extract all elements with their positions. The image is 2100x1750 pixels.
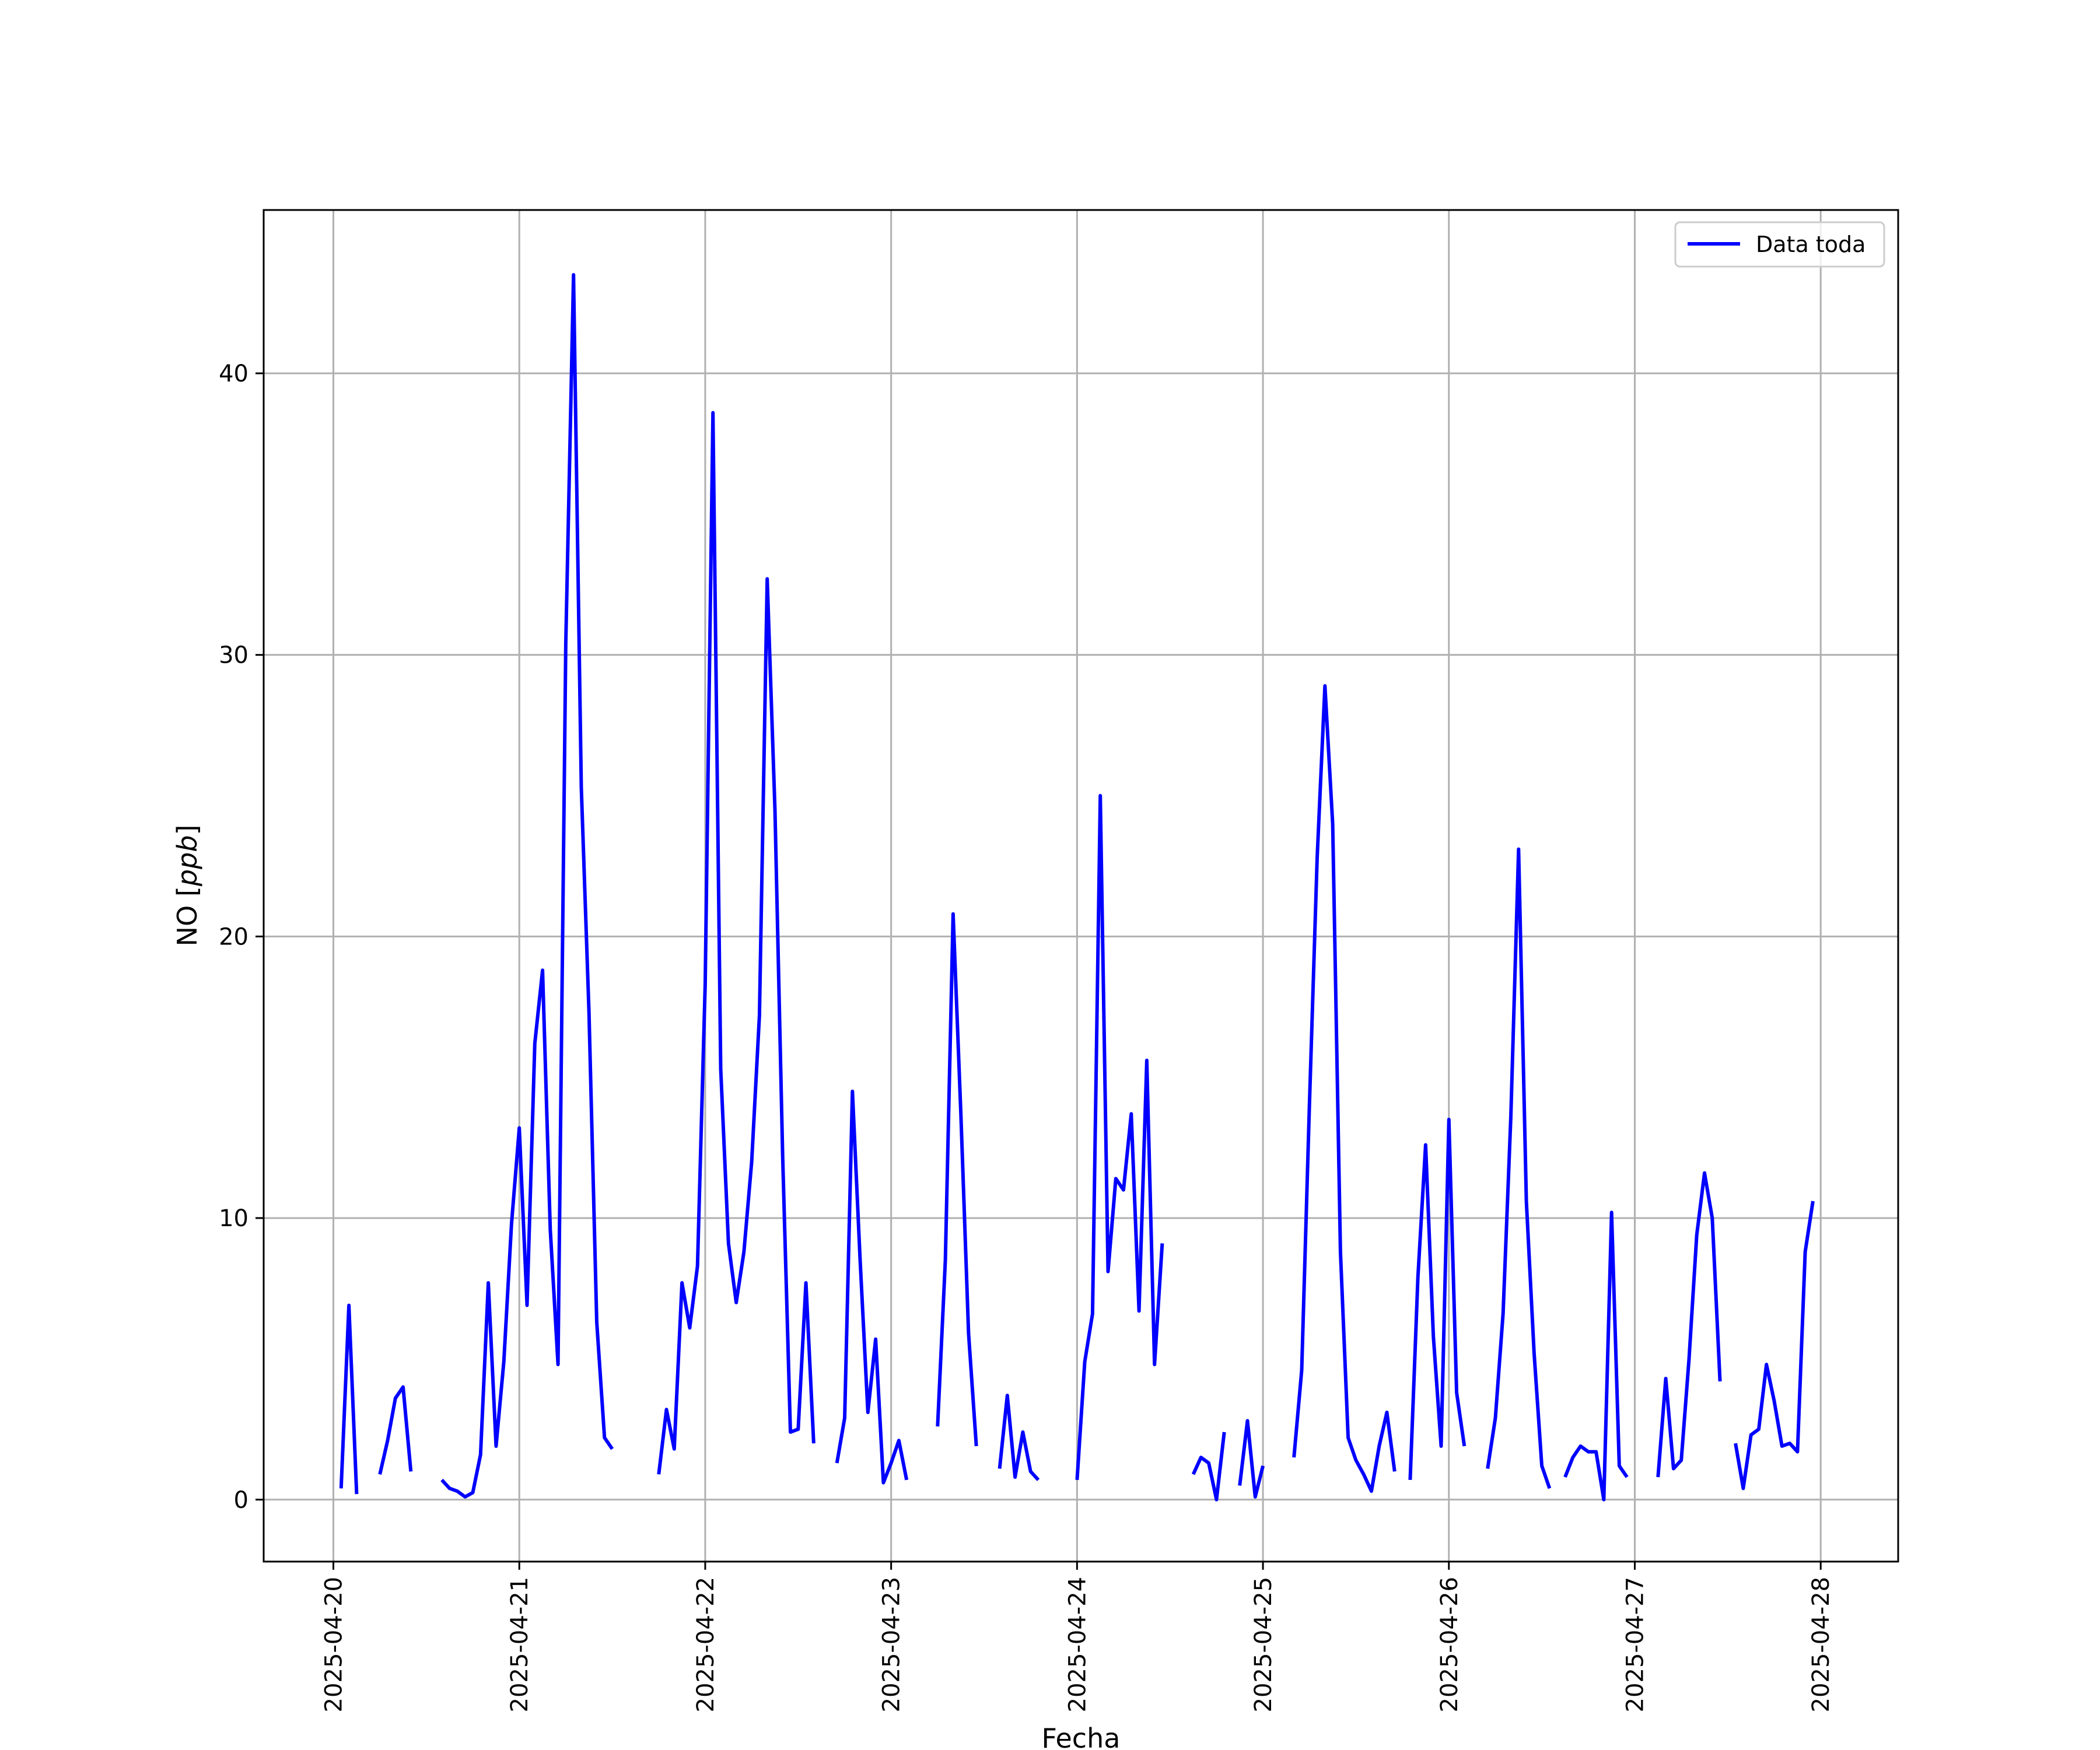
y-tick-label: 20 bbox=[219, 923, 249, 950]
series-line-segment bbox=[1563, 1210, 1629, 1502]
y-tick-label: 10 bbox=[219, 1205, 249, 1232]
plot-frame bbox=[262, 209, 1899, 1563]
x-tick-label: 2025-04-20 bbox=[321, 1577, 348, 1712]
y-axis-title: NO [ppb] bbox=[172, 825, 203, 947]
x-tick-label: 2025-04-21 bbox=[506, 1577, 533, 1712]
x-tick-label: 2025-04-28 bbox=[1808, 1577, 1835, 1712]
y-tick-label: 0 bbox=[234, 1487, 249, 1514]
series-line-segment bbox=[378, 1385, 413, 1475]
x-tick-label: 2025-04-27 bbox=[1622, 1577, 1648, 1712]
legend-box bbox=[1674, 221, 1885, 268]
grid-layer bbox=[264, 210, 1898, 1562]
series-line-segment bbox=[339, 1303, 359, 1494]
series-layer bbox=[339, 273, 1815, 1502]
series-line-segment bbox=[440, 273, 614, 1499]
tick-layer: 2025-04-20 2025-04-21 2025-04-22 2025-04-23… bbox=[219, 360, 1835, 1712]
y-tick-label: 30 bbox=[219, 642, 249, 669]
series-line-segment bbox=[1292, 684, 1396, 1493]
series-line-segment bbox=[998, 1394, 1040, 1482]
series-line-segment bbox=[1486, 847, 1552, 1489]
x-axis-title: Fecha bbox=[1042, 1723, 1121, 1750]
x-tick-label: 2025-04-26 bbox=[1436, 1577, 1463, 1712]
series-line-segment bbox=[835, 1089, 909, 1485]
legend: Data toda bbox=[1674, 221, 1885, 268]
series-line-segment bbox=[936, 912, 978, 1447]
series-line-segment bbox=[1238, 1419, 1265, 1499]
y-tick-label: 40 bbox=[219, 360, 249, 387]
x-tick-label: 2025-04-22 bbox=[692, 1577, 719, 1712]
x-tick-label: 2025-04-24 bbox=[1064, 1577, 1091, 1712]
legend-label: Data toda bbox=[1756, 232, 1866, 257]
series-line-segment bbox=[1075, 794, 1164, 1480]
series-line-segment bbox=[1191, 1432, 1226, 1502]
series-line-segment bbox=[1734, 1200, 1815, 1490]
series-line-segment bbox=[657, 411, 816, 1475]
series-line-segment bbox=[1408, 1118, 1466, 1480]
series-line-segment bbox=[1656, 1171, 1722, 1478]
x-tick-label: 2025-04-23 bbox=[878, 1577, 905, 1712]
x-tick-label: 2025-04-25 bbox=[1250, 1577, 1277, 1712]
